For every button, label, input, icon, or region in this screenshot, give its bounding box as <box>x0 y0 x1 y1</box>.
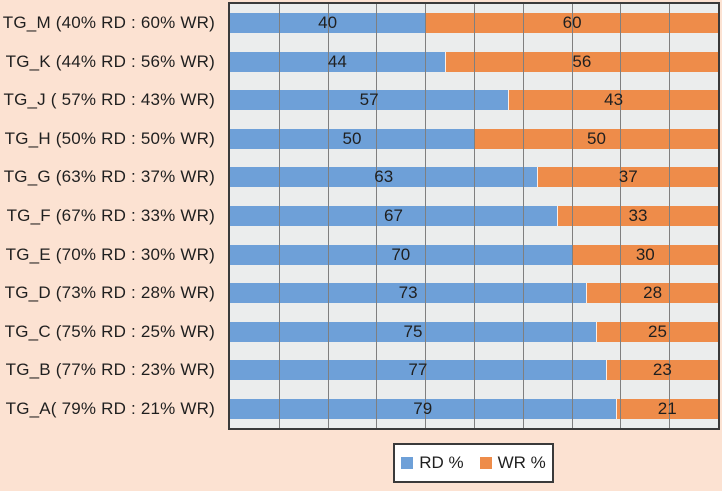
rd-bar-segment: 79 <box>230 398 616 419</box>
plot-inner: 40 60 44 56 57 43 50 50 63 37 67 33 70 30 73 28 75 25 77 23… <box>230 4 718 428</box>
category-label: TG_G (63% RD : 37% WR) <box>3 167 215 187</box>
wr-value-label: 23 <box>652 360 672 380</box>
bar-row: 79 21 <box>230 389 718 428</box>
bar-row: 77 23 <box>230 351 718 390</box>
rd-value-label: 40 <box>318 13 338 33</box>
bars: 40 60 44 56 57 43 50 50 63 37 67 33 70 30 73 28 75 25 77 23… <box>230 4 718 428</box>
bar-row: 57 43 <box>230 81 718 120</box>
bar-row: 40 60 <box>230 4 718 43</box>
legend-label-wr: WR % <box>497 453 546 472</box>
rd-value-label: 63 <box>374 167 394 187</box>
rd-value-label: 77 <box>408 360 428 380</box>
wr-value-label: 25 <box>648 321 667 341</box>
rd-bar-segment: 50 <box>230 128 474 149</box>
category-label: TG_K (44% RD : 56% WR) <box>5 51 215 71</box>
wr-value-label: 50 <box>587 128 606 148</box>
wr-bar-segment: 37 <box>537 167 718 188</box>
wr-value-label: 56 <box>572 51 592 71</box>
legend-label-rd: RD % <box>419 453 464 472</box>
bar-row: 75 25 <box>230 312 718 351</box>
wr-bar-segment: 23 <box>605 360 718 381</box>
wr-bar-segment: 50 <box>474 128 718 149</box>
wr-value-label: 60 <box>562 13 582 33</box>
wr-bar-segment: 56 <box>444 51 718 72</box>
category-label: TG_B (77% RD : 23% WR) <box>5 360 215 380</box>
wr-bar-segment: 30 <box>571 244 718 265</box>
category-label: TG_H (50% RD : 50% WR) <box>4 128 215 148</box>
legend: RD % WR % <box>393 443 554 483</box>
wr-swatch-icon <box>479 457 492 469</box>
rd-value-label: 57 <box>359 90 379 110</box>
rd-value-label: 70 <box>391 244 411 264</box>
category-label: TG_E (70% RD : 30% WR) <box>5 244 215 264</box>
wr-value-label: 21 <box>657 398 677 418</box>
category-label: TG_M (40% RD : 60% WR) <box>2 13 215 33</box>
bar-row: 67 33 <box>230 197 718 236</box>
category-label: TG_J ( 57% RD : 43% WR) <box>3 90 215 110</box>
bar-row: 73 28 <box>230 274 718 313</box>
wr-value-label: 33 <box>628 206 648 225</box>
wr-bar-segment: 28 <box>586 283 718 304</box>
bar-row: 50 50 <box>230 120 718 159</box>
rd-value-label: 79 <box>413 398 433 418</box>
category-label: TG_D (73% RD : 28% WR) <box>4 283 215 303</box>
category-labels: TG_M (40% RD : 60% WR) TG_K (44% RD : 56%… <box>0 4 221 428</box>
rd-value-label: 44 <box>327 51 347 71</box>
legend-item-rd: RD % <box>401 453 464 473</box>
legend-item-wr: WR % <box>479 453 546 473</box>
wr-bar-segment: 43 <box>508 90 718 111</box>
category-label: TG_A( 79% RD : 21% WR) <box>5 398 215 418</box>
rd-value-label: 50 <box>342 128 362 148</box>
wr-value-label: 43 <box>604 90 624 110</box>
wr-value-label: 37 <box>618 167 638 187</box>
rd-value-label: 67 <box>384 206 403 225</box>
bar-row: 44 56 <box>230 43 718 82</box>
rd-bar-segment: 77 <box>230 360 606 381</box>
rd-bar-segment: 75 <box>230 321 596 342</box>
rd-value-label: 73 <box>398 283 418 303</box>
rd-bar-segment: 44 <box>230 51 445 72</box>
wr-value-label: 28 <box>643 283 663 303</box>
rd-bar-segment: 70 <box>230 244 572 265</box>
bar-row: 70 30 <box>230 235 718 274</box>
wr-value-label: 30 <box>635 244 655 264</box>
wr-bar-segment: 33 <box>556 206 718 226</box>
category-label: TG_C (75% RD : 25% WR) <box>4 321 215 341</box>
bar-row: 63 37 <box>230 158 718 197</box>
rd-bar-segment: 73 <box>230 283 587 304</box>
rd-bar-segment: 57 <box>230 90 509 111</box>
rd-bar-segment: 63 <box>230 167 538 188</box>
rd-bar-segment: 40 <box>230 13 426 34</box>
category-label: TG_F (67% RD : 33% WR) <box>6 206 215 225</box>
plot-area: 40 60 44 56 57 43 50 50 63 37 67 33 70 30 73 28 75 25 77 23… <box>228 2 720 430</box>
rd-bar-segment: 67 <box>230 206 557 226</box>
wr-bar-segment: 25 <box>596 321 718 342</box>
wr-bar-segment: 21 <box>615 398 718 419</box>
wr-bar-segment: 60 <box>425 13 718 34</box>
rd-value-label: 75 <box>403 321 423 341</box>
rd-swatch-icon <box>401 457 414 469</box>
